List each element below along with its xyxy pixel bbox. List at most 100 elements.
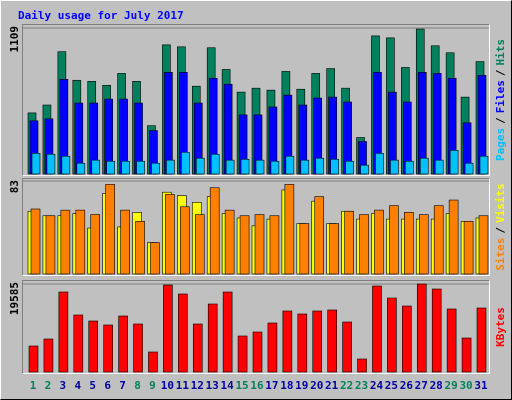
bar (133, 323, 143, 373)
bar (315, 157, 325, 175)
bar (75, 209, 86, 275)
bar (239, 215, 250, 275)
x-tick-label: 17 (265, 379, 278, 392)
legend: Pages / Files / Hits (494, 39, 507, 161)
bar (31, 153, 41, 175)
bar (151, 162, 160, 175)
bar (360, 164, 369, 175)
bar (148, 351, 158, 373)
bar (43, 338, 54, 373)
bar (461, 337, 472, 373)
bar (194, 214, 205, 275)
bar (166, 159, 175, 175)
y-tick-label: 83 (8, 180, 21, 193)
bar (45, 215, 56, 275)
bar (164, 72, 173, 175)
bar (312, 310, 323, 373)
x-tick-label: 15 (235, 379, 248, 392)
bar (345, 160, 354, 175)
bar (73, 314, 84, 373)
bar (237, 335, 248, 373)
bar (299, 223, 310, 275)
bar (387, 297, 397, 373)
bar (178, 293, 188, 373)
bar (209, 187, 220, 275)
legend-entry: KBytes (494, 307, 507, 347)
x-tick-label: 30 (459, 379, 472, 392)
bar (90, 214, 101, 275)
bar (375, 153, 384, 175)
x-tick-label: 10 (161, 379, 174, 392)
bar (46, 153, 56, 175)
bar (479, 155, 489, 175)
bar (314, 196, 325, 275)
x-tick-label: 14 (221, 379, 235, 392)
bar (359, 214, 369, 275)
x-tick-label: 8 (134, 379, 141, 392)
bar (76, 162, 86, 175)
y-tick-label: 19585 (8, 282, 21, 315)
bar (446, 308, 457, 373)
bar (135, 221, 145, 275)
x-tick-label: 2 (45, 379, 52, 392)
x-tick-label: 12 (191, 379, 204, 392)
bar (419, 157, 429, 175)
x-tick-label: 19 (295, 379, 308, 392)
x-tick-label: 20 (310, 379, 323, 392)
bar (418, 214, 429, 275)
x-tick-label: 28 (430, 379, 443, 392)
panel-bevel-light (22, 24, 490, 176)
x-tick-label: 27 (415, 379, 428, 392)
bar (284, 184, 295, 275)
bar (240, 158, 250, 175)
bar (222, 291, 233, 373)
bar (165, 194, 175, 275)
bar (357, 358, 367, 373)
bar (270, 160, 280, 175)
bar (60, 209, 71, 275)
legend-separator: / (494, 117, 507, 124)
bar (389, 205, 399, 275)
x-tick-label: 29 (445, 379, 458, 392)
bar (300, 159, 310, 175)
y-tick-label: 1109 (8, 26, 21, 53)
bar (449, 150, 459, 175)
bar (255, 159, 265, 175)
bar (30, 208, 41, 275)
bar (476, 307, 487, 373)
x-tick-label: 1 (30, 379, 37, 392)
bar (180, 206, 190, 275)
bar (432, 73, 442, 175)
x-tick-label: 3 (60, 379, 67, 392)
x-tick-label: 5 (89, 379, 96, 392)
x-tick-label: 11 (176, 379, 190, 392)
panel-bevel-dark (22, 24, 490, 176)
bar (269, 215, 280, 275)
panel-bevel-dark (22, 178, 490, 276)
panel-bevel-dark (22, 280, 490, 374)
bar (344, 210, 354, 275)
x-tick-label: 31 (474, 379, 488, 392)
x-tick-label: 9 (149, 379, 156, 392)
chart-title: Daily usage for July 2017 (18, 9, 184, 22)
x-tick-label: 16 (250, 379, 264, 392)
bar (434, 159, 444, 175)
bar (58, 291, 69, 373)
bar (464, 162, 474, 175)
bar (267, 322, 278, 373)
legend-entry: Pages (494, 128, 507, 161)
bar (282, 310, 293, 373)
legend-separator: / (494, 227, 507, 234)
bar (105, 184, 115, 275)
bar (252, 331, 263, 373)
bar (118, 315, 128, 373)
bar (285, 155, 295, 175)
bar (431, 288, 442, 373)
panel-bevel-light (22, 280, 490, 374)
legend-entry: Hits (494, 39, 507, 66)
x-tick-label: 7 (119, 379, 126, 392)
bar (327, 309, 337, 373)
bar (195, 157, 205, 175)
